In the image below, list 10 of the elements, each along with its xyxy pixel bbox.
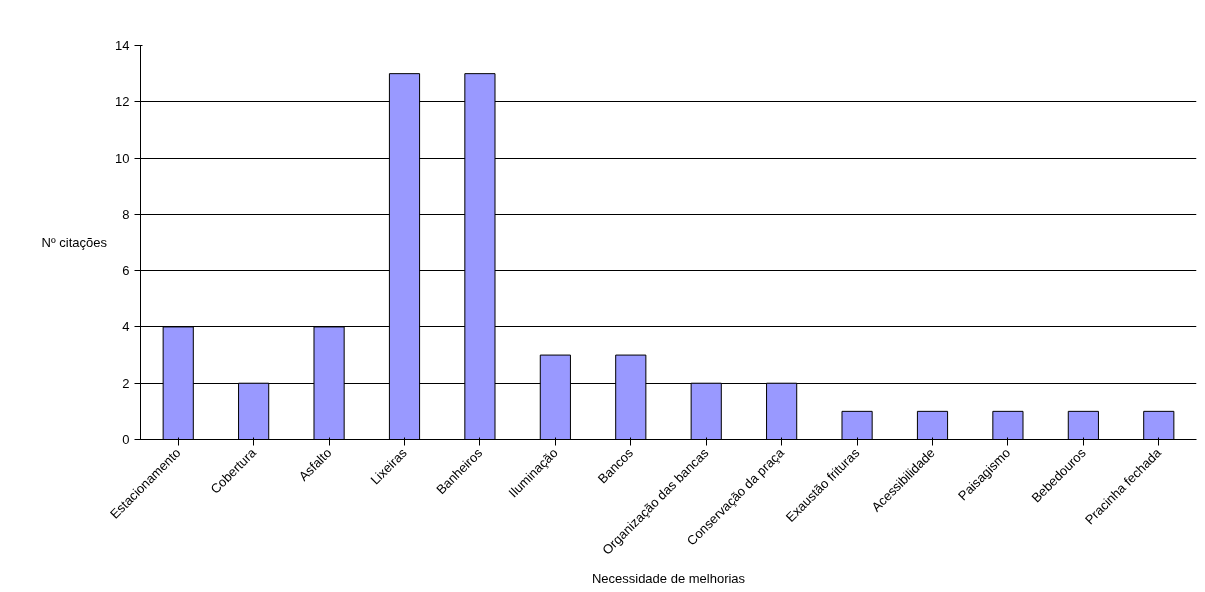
y-tick-label: 0 — [122, 432, 130, 447]
y-tick-label: 6 — [122, 263, 130, 279]
y-tick-label: 12 — [115, 94, 130, 110]
y-axis-title: Nº citações — [41, 235, 108, 250]
y-tick-label: 4 — [122, 319, 130, 335]
y-tick-label: 14 — [115, 38, 130, 53]
y-tick-label: 10 — [115, 150, 130, 166]
x-axis-title: Necessidade de melhorias — [591, 570, 746, 586]
y-tick-label: 2 — [122, 375, 130, 391]
y-tick-label: 8 — [122, 206, 130, 222]
